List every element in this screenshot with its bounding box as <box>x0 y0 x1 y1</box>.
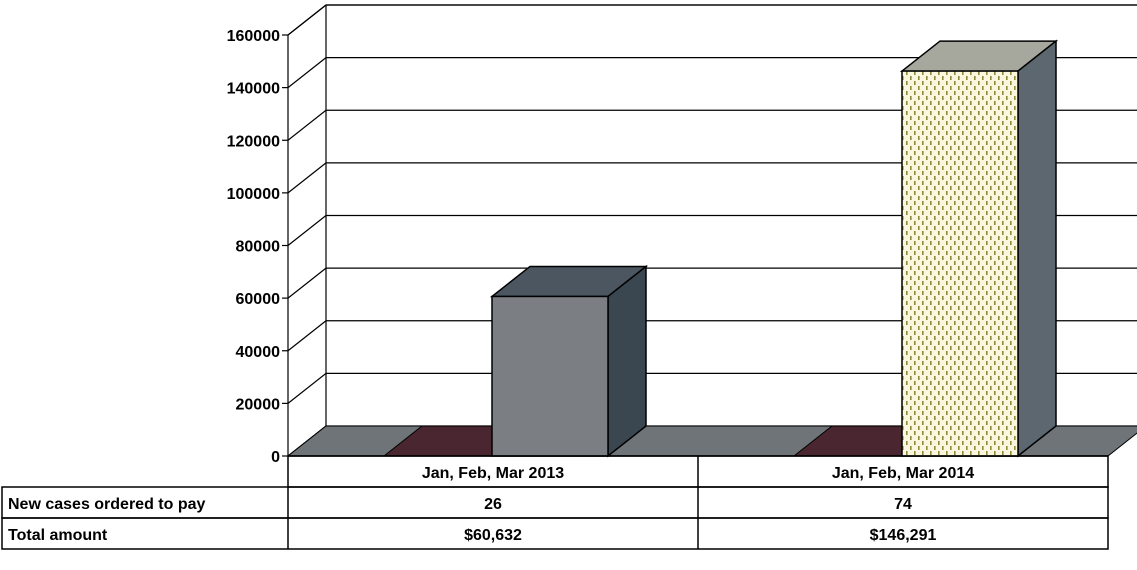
gridline <box>287 162 1137 194</box>
bar-side <box>607 264 647 458</box>
y-tick-label: 0 <box>271 449 280 466</box>
bars <box>489 39 1059 458</box>
y-tick-label: 20000 <box>236 396 281 413</box>
table-cell: $146,291 <box>870 527 937 544</box>
x-tick-label: Jan, Feb, Mar 2014 <box>832 465 974 482</box>
table-cell: 74 <box>894 496 912 513</box>
bar <box>491 295 609 457</box>
table-row <box>1 517 1109 550</box>
data-table: New cases ordered to pay Total amount Jan,… <box>1 455 1109 550</box>
gridline <box>287 214 1137 246</box>
gridline <box>287 57 1137 89</box>
y-tick-label: 140000 <box>227 81 280 98</box>
table-cell: 26 <box>484 496 502 513</box>
table-row-label: Total amount <box>8 527 108 544</box>
bar-side <box>1017 39 1057 458</box>
x-tick-label: Jan, Feb, Mar 2013 <box>422 465 564 482</box>
y-axis: 0 20000 40000 60000 80000 100000 120000 140000 1… <box>227 28 288 466</box>
gridline <box>287 109 1137 141</box>
gridline <box>287 267 1137 299</box>
y-tick-label: 40000 <box>236 344 281 361</box>
y-tick-label: 60000 <box>236 291 281 308</box>
table-row-label: New cases ordered to pay <box>8 496 206 513</box>
gridline <box>287 4 1137 36</box>
table-cell: $60,632 <box>464 527 522 544</box>
y-tick-label: 120000 <box>227 133 280 150</box>
y-tick-label: 80000 <box>236 239 281 256</box>
bar <box>901 70 1019 457</box>
gridline <box>287 320 1137 352</box>
y-tick-label: 160000 <box>227 28 280 45</box>
y-tick-label: 100000 <box>227 186 280 203</box>
gridline <box>287 372 1137 404</box>
